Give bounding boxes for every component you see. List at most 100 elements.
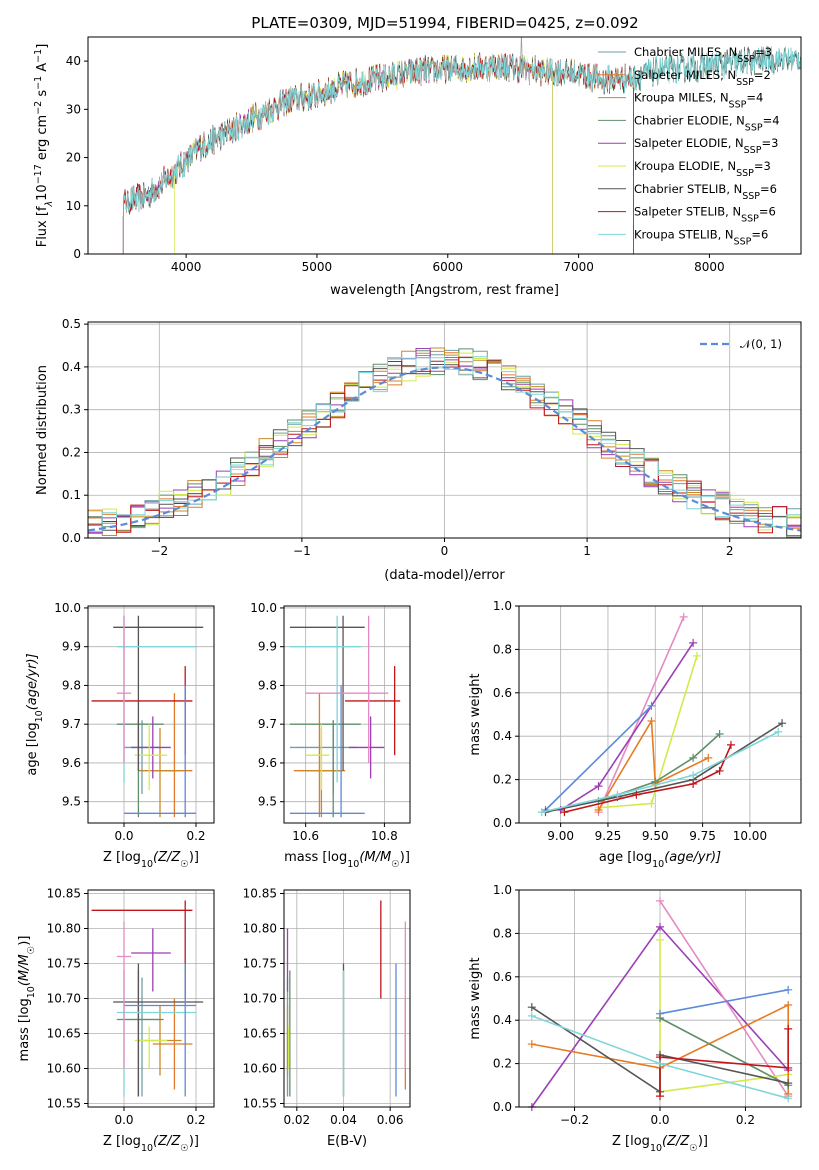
- age-vs-z-xlabel: Z [log10(Z/Z☉)]: [103, 850, 199, 870]
- age-vs-mass-frame: [283, 605, 411, 824]
- residual-normal-curve: [88, 366, 801, 532]
- age-vs-z-ytick-label: 9.5: [62, 795, 81, 809]
- spectrum-ytick-label: 0: [73, 247, 81, 261]
- residual-xtick-label: −2: [150, 544, 168, 558]
- weight-vs-age-marker-salpeter_elodie: [689, 638, 698, 647]
- residual-frame: [87, 321, 802, 539]
- weight-vs-age-marker-salpeter_elodie: [594, 782, 603, 791]
- residual-panel: −2 −1 0 1 2 0.0 0.1 0.2 0.3 0.4 0.5 𝒩(0, 1) (data-mo…: [35, 317, 802, 583]
- spectrum-ytick-label: 40: [66, 54, 81, 68]
- weight-vs-z-ytick-label: 0.0: [493, 1100, 512, 1114]
- weight-vs-age-marker-kroupa_elodie: [692, 651, 701, 660]
- mass-vs-ebv-xtick-label: 0.06: [377, 1113, 404, 1127]
- mass-vs-ebv-ytick-label: 10.65: [243, 1027, 277, 1041]
- mass-vs-ebv-ytick-label: 10.70: [243, 992, 277, 1006]
- weight-vs-z-marker-chabrier_stelib: [527, 1003, 536, 1012]
- age-vs-z-ylabel: age [log10(age/yr)]: [25, 653, 45, 775]
- mass-vs-z-ytick-label: 10.85: [47, 887, 81, 901]
- residual-xtick-label: 0: [441, 544, 449, 558]
- legend-label-kroupa_elodie: Kroupa ELODIE, NSSP=3: [634, 159, 771, 179]
- age-vs-mass-xlabel: mass [log10(M/M☉)]: [284, 850, 410, 870]
- legend-label-kroupa_miles: Kroupa MILES, NSSP=4: [634, 91, 763, 111]
- weight-vs-age-marker-salpeter_stelib: [689, 779, 698, 788]
- age-vs-z-ytick-label: 9.9: [62, 640, 81, 654]
- residual-xtick-label: −1: [293, 544, 311, 558]
- mass-vs-z-ytick-label: 10.70: [47, 992, 81, 1006]
- weight-vs-age-ytick-label: 0.8: [493, 642, 512, 656]
- weight-vs-z-marker-extra_orange: [784, 1001, 793, 1010]
- weight-vs-age-ytick-label: 0.0: [493, 816, 512, 830]
- weight-vs-z-xlabel: Z [log10(Z/Z☉)]: [612, 1134, 708, 1154]
- weight-vs-age-marker-extra_orange: [594, 805, 603, 814]
- residual-xlabel: (data-model)/error: [384, 568, 505, 583]
- weight-vs-z-frame: [518, 889, 802, 1108]
- residual-ytick-label: 0.3: [62, 403, 81, 417]
- age-vs-mass-ytick-label: 9.9: [258, 640, 277, 654]
- spectrum-xtick-label: 6000: [432, 260, 463, 274]
- age-vs-mass-ytick-label: 9.8: [258, 678, 277, 692]
- legend-label-salpeter_elodie: Salpeter ELODIE, NSSP=3: [634, 136, 778, 156]
- mass-vs-z-xtick-label: 0.0: [114, 1113, 133, 1127]
- weight-vs-age-marker-chabrier_elodie: [715, 730, 724, 739]
- weight-vs-z-marker-kroupa_elodie: [656, 935, 664, 944]
- weight-vs-z-marker-salpeter_stelib: [784, 1024, 793, 1033]
- mass-vs-z-ylabel: mass [log10(M/M☉)]: [17, 936, 37, 1062]
- weight-vs-z-marker-extra_orange: [527, 1040, 536, 1049]
- weight-vs-age-ytick-label: 1.0: [493, 599, 512, 613]
- legend-label-salpeter_stelib: Salpeter STELIB, NSSP=6: [634, 205, 776, 225]
- weight-vs-age-marker-chabrier_stelib: [778, 719, 787, 728]
- weight-vs-age-line-kroupa_stelib: [541, 731, 779, 813]
- weight-vs-z-marker-extra_blue: [784, 985, 793, 994]
- residual-xtick-label: 2: [726, 544, 734, 558]
- residual-ytick-label: 0.4: [62, 360, 81, 374]
- weight-vs-age-marker-kroupa_stelib: [689, 771, 698, 780]
- weight-vs-age-ytick-label: 0.6: [493, 686, 512, 700]
- weight-vs-age-xtick-label: 9.25: [595, 829, 622, 843]
- residual-ytick-label: 0.2: [62, 445, 81, 459]
- weight-vs-z-line-extra_pink: [659, 900, 789, 1097]
- age-vs-mass-ytick-label: 9.6: [258, 756, 277, 770]
- weight-vs-z-ytick-label: 0.8: [493, 926, 512, 940]
- weight-vs-age-xtick-label: 9.00: [547, 829, 574, 843]
- weight-vs-age-marker-salpeter_stelib: [560, 808, 569, 817]
- age-vs-z-panel: 0.0 0.2 9.5 9.6 9.7 9.8 9.9 10.0 Z [log10(Z/Z☉)]…: [25, 601, 215, 870]
- spectrum-ylabel: Flux [fλ10−17 erg cm−2 s−1 A−1]: [33, 44, 55, 248]
- mass-vs-z-ytick-label: 10.60: [47, 1062, 81, 1076]
- mass-vs-ebv-frame: [283, 889, 411, 1108]
- weight-vs-z-line-extra_blue: [659, 989, 789, 1015]
- age-vs-z-ytick-label: 9.8: [62, 678, 81, 692]
- weight-vs-z-marker-chabrier_elodie: [656, 1014, 664, 1023]
- mass-vs-z-ytick-label: 10.55: [47, 1097, 81, 1111]
- age-vs-z-ytick-label: 9.6: [62, 756, 81, 770]
- weight-vs-age-ytick-label: 0.2: [493, 773, 512, 787]
- weight-vs-age-line-extra_pink: [597, 616, 685, 813]
- weight-vs-age-xtick-label: 9.50: [642, 829, 669, 843]
- weight-vs-z-marker-kroupa_stelib: [784, 1094, 793, 1103]
- residual-hist-kroupa_stelib: [88, 356, 801, 538]
- weight-vs-age-marker-salpeter_stelib: [632, 790, 641, 799]
- mass-vs-z-ytick-label: 10.75: [47, 957, 81, 971]
- age-vs-mass-xtick-label: 10.6: [292, 829, 319, 843]
- age-vs-mass-panel: 10.6 10.8 9.5 9.6 9.7 9.8 9.9 10.0 mass [log10(M…: [250, 601, 411, 870]
- weight-vs-z-ytick-label: 0.2: [493, 1057, 512, 1071]
- residual-ytick-label: 0.5: [62, 317, 81, 331]
- spectrum-xtick-label: 4000: [171, 260, 202, 274]
- mass-vs-ebv-xlabel: E(B-V): [327, 1134, 367, 1149]
- weight-vs-age-marker-kroupa_elodie: [647, 799, 656, 808]
- weight-vs-z-line-chabrier_elodie: [659, 1017, 789, 1087]
- age-vs-mass-ytick-label: 10.0: [250, 601, 277, 615]
- residual-ytick-label: 0.1: [62, 488, 81, 502]
- weight-vs-age-marker-kroupa_stelib: [537, 808, 546, 817]
- legend-label-kroupa_stelib: Kroupa STELIB, NSSP=6: [634, 227, 768, 247]
- mass-vs-ebv-ytick-label: 10.60: [243, 1062, 277, 1076]
- weight-vs-z-ytick-label: 0.4: [493, 1013, 512, 1027]
- weight-vs-age-line-extra_orange: [597, 718, 709, 811]
- weight-vs-z-marker-salpeter_stelib: [784, 1063, 793, 1072]
- weight-vs-z-panel: −0.2 0.0 0.2 0.0 0.2 0.4 0.6 0.8 1.0 Z [log10(Z/Z…: [468, 883, 802, 1154]
- mass-vs-ebv-ytick-label: 10.55: [243, 1097, 277, 1111]
- spectrum-lines: [122, 37, 801, 254]
- legend-label-chabrier_stelib: Chabrier STELIB, NSSP=6: [634, 182, 777, 202]
- spectrum-frame: [87, 36, 802, 255]
- weight-vs-age-marker-chabrier_elodie: [689, 753, 698, 762]
